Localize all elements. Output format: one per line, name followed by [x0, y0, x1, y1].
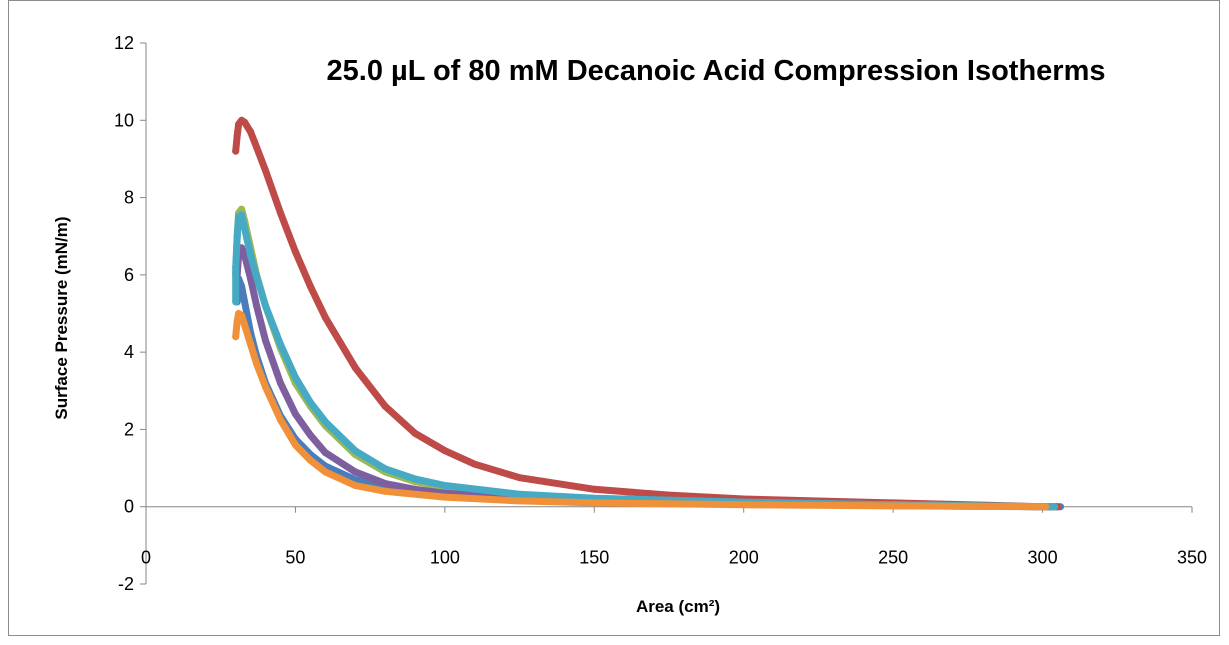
x-tick-label: 300: [1028, 548, 1058, 568]
data-point: [1039, 503, 1047, 511]
series-6: [232, 310, 1050, 511]
data-point: [306, 431, 314, 439]
x-tick-label: 0: [141, 548, 151, 568]
data-point: [235, 120, 243, 128]
data-point: [262, 383, 269, 391]
data-point: [235, 310, 243, 317]
series: [232, 116, 1064, 511]
data-point: [381, 402, 389, 410]
x-tick-label: 350: [1177, 548, 1207, 568]
data-point: [233, 232, 241, 240]
y-tick-label: 6: [124, 265, 134, 285]
data-point: [241, 252, 249, 259]
series-line: [232, 211, 1058, 511]
data-point: [590, 485, 598, 493]
data-point: [381, 487, 389, 495]
data-point: [253, 143, 261, 151]
data-point: [247, 252, 255, 259]
data-point: [241, 298, 249, 306]
data-point: [590, 499, 598, 507]
data-point: [471, 460, 479, 468]
data-point: [232, 147, 240, 155]
y-axis-title: Surface Pressure (mN/m): [52, 216, 71, 419]
data-point: [381, 480, 389, 487]
data-point: [516, 497, 524, 505]
data-point: [247, 128, 255, 136]
data-point: [411, 429, 419, 437]
y-tick-label: 0: [124, 497, 134, 517]
data-point: [291, 441, 299, 449]
data-point: [262, 302, 269, 310]
data-point: [441, 493, 449, 501]
data-point: [232, 298, 240, 306]
x-tick-label: 50: [285, 548, 305, 568]
data-point: [411, 475, 419, 483]
data-point: [321, 449, 329, 457]
x-tick-label: 150: [579, 548, 609, 568]
data-point: [516, 474, 524, 482]
y-tick-label: 10: [114, 110, 134, 130]
data-point: [306, 282, 314, 290]
series-line: [232, 205, 1058, 511]
x-tick-label: 250: [878, 548, 908, 568]
data-point: [241, 225, 249, 232]
series-5: [232, 211, 1058, 511]
chart-frame: [8, 0, 1220, 636]
x-tick-label: 200: [729, 548, 759, 568]
data-point: [253, 360, 261, 368]
data-point: [441, 447, 449, 455]
data-point: [381, 465, 389, 473]
data-point: [277, 340, 284, 348]
data-point: [351, 482, 359, 489]
y-tick-label: -2: [118, 574, 134, 594]
data-point: [233, 317, 241, 325]
ticks: -2 0 2 4 6 8 10 12 0 50 100 150 200 250 300 350: [114, 33, 1207, 594]
data-point: [306, 398, 314, 406]
data-point: [1051, 503, 1058, 511]
y-tick-label: 2: [124, 419, 134, 439]
data-point: [247, 275, 255, 283]
data-point: [321, 313, 329, 321]
data-point: [253, 273, 261, 281]
series-line: [232, 116, 1061, 511]
data-point: [291, 410, 299, 418]
x-tick-label: 100: [430, 548, 460, 568]
chart-title: 25.0 µL of 80 mM Decanoic Acid Compressi…: [327, 55, 1106, 87]
data-point: [262, 337, 269, 344]
data-point: [351, 447, 359, 455]
data-point: [321, 468, 329, 476]
data-point: [441, 482, 449, 489]
data-point: [232, 333, 240, 341]
data-point: [247, 340, 255, 348]
data-point: [516, 490, 524, 498]
data-point: [232, 263, 240, 271]
data-point: [277, 379, 284, 387]
y-tick-label: 8: [124, 188, 134, 208]
data-point: [351, 468, 359, 476]
data-point: [277, 209, 284, 217]
series-3: [232, 205, 1058, 511]
data-point: [306, 456, 314, 464]
data-point: [253, 302, 261, 310]
y-tick-label: 4: [124, 342, 134, 362]
data-point: [291, 373, 299, 381]
y-tick-label: 12: [114, 33, 134, 53]
data-point: [889, 502, 897, 510]
data-point: [351, 364, 359, 372]
data-point: [291, 248, 299, 256]
data-point: [262, 167, 269, 174]
data-point: [321, 418, 329, 426]
data-point: [277, 416, 284, 424]
series-4: [233, 244, 1055, 511]
x-axis-title: Area (cm²): [636, 597, 720, 616]
data-point: [233, 132, 241, 140]
data-point: [740, 501, 748, 509]
data-point: [235, 213, 243, 221]
data-point: [241, 321, 249, 329]
